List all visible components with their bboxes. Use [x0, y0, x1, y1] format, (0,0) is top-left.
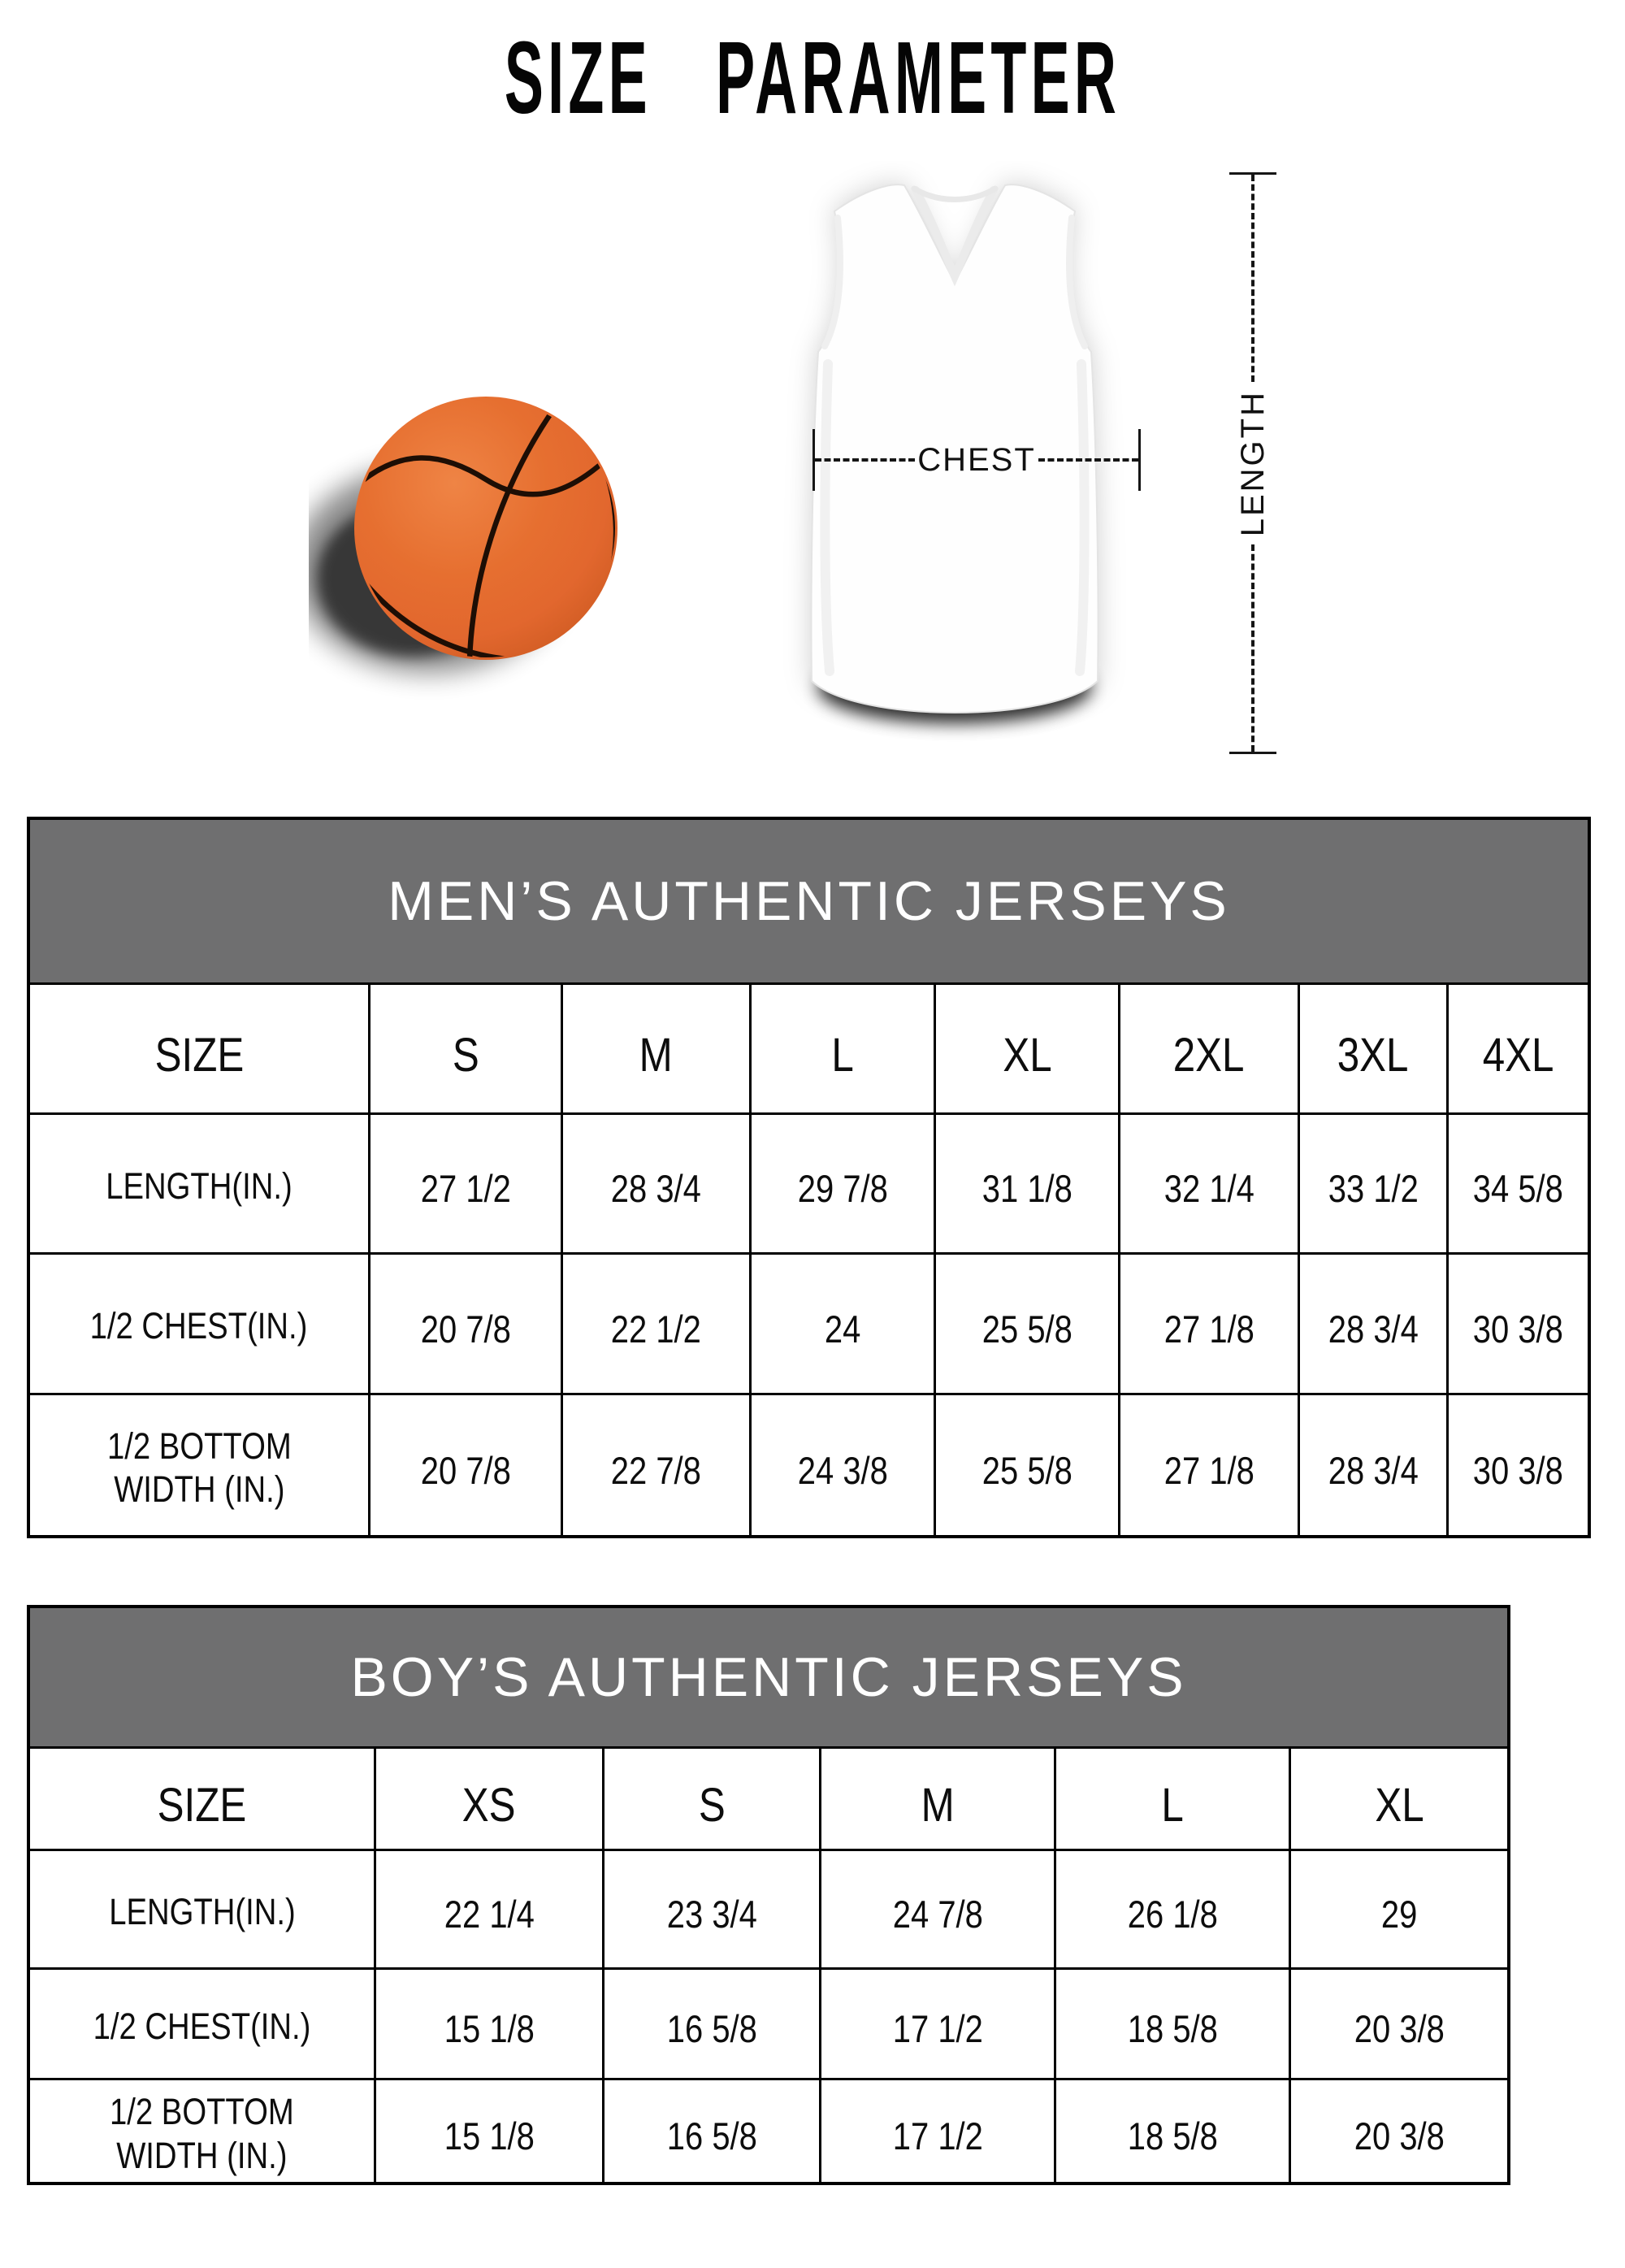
boys-table-title: BOY’S AUTHENTIC JERSEYS — [30, 1608, 1507, 1746]
page-title: SIZE PARAMETER — [504, 20, 1121, 136]
mens-row-label-bottom: 1/2 BOTTOM WIDTH (IN.) — [30, 1393, 368, 1535]
chest-label: CHEST — [917, 441, 1036, 478]
mens-size-table: MEN’S AUTHENTIC JERSEYS SIZE S M L XL 2X… — [27, 817, 1591, 1538]
mens-row-label-chest: 1/2 CHEST(IN.) — [30, 1252, 368, 1393]
boys-length-m: 24 7/8 — [819, 1849, 1054, 1967]
basketball-icon — [309, 397, 618, 673]
boys-length-s: 23 3/4 — [602, 1849, 819, 1967]
mens-col-header-3xl: 3XL — [1298, 982, 1446, 1112]
length-label: LENGTH — [1234, 389, 1271, 537]
boys-row-label-chest: 1/2 CHEST(IN.) — [30, 1967, 374, 2078]
boys-col-header-xs: XS — [374, 1746, 602, 1849]
mens-col-header-2xl: 2XL — [1118, 982, 1298, 1112]
mens-length-xl: 31 1/8 — [934, 1112, 1118, 1252]
mens-bottom-xl: 25 5/8 — [934, 1393, 1118, 1535]
length-dash-top — [1251, 175, 1254, 382]
chest-dash-left — [815, 458, 916, 462]
mens-length-3xl: 33 1/2 — [1298, 1112, 1446, 1252]
boys-table-grid: SIZE XS S M L XL LENGTH(IN.) 22 1/4 23 3… — [30, 1746, 1507, 2182]
mens-col-header-m: M — [561, 982, 749, 1112]
boys-size-table: BOY’S AUTHENTIC JERSEYS SIZE XS S M L XL… — [27, 1605, 1510, 2185]
boys-row-label-length: LENGTH(IN.) — [30, 1849, 374, 1967]
mens-length-m: 28 3/4 — [561, 1112, 749, 1252]
chest-dash-right — [1038, 458, 1139, 462]
mens-bottom-4xl: 30 3/8 — [1446, 1393, 1588, 1535]
mens-table-title: MEN’S AUTHENTIC JERSEYS — [30, 820, 1588, 982]
boys-chest-xl: 20 3/8 — [1289, 1967, 1507, 2078]
length-bottom-tick — [1229, 752, 1276, 754]
length-dash-bottom — [1251, 544, 1254, 752]
boys-bottom-xl: 20 3/8 — [1289, 2078, 1507, 2182]
boys-chest-l: 18 5/8 — [1054, 1967, 1289, 2078]
boys-chest-xs: 15 1/8 — [374, 1967, 602, 2078]
boys-size-header-cell: SIZE — [30, 1746, 374, 1849]
mens-bottom-l: 24 3/8 — [749, 1393, 934, 1535]
boys-col-header-s: S — [602, 1746, 819, 1849]
boys-bottom-s: 16 5/8 — [602, 2078, 819, 2182]
mens-chest-m: 22 1/2 — [561, 1252, 749, 1393]
boys-bottom-l: 18 5/8 — [1054, 2078, 1289, 2182]
boys-col-header-m: M — [819, 1746, 1054, 1849]
mens-col-header-xl: XL — [934, 982, 1118, 1112]
jersey-icon — [810, 184, 1099, 723]
mens-bottom-2xl: 27 1/8 — [1118, 1393, 1298, 1535]
boys-row-label-bottom: 1/2 BOTTOM WIDTH (IN.) — [30, 2078, 374, 2182]
boys-chest-s: 16 5/8 — [602, 1967, 819, 2078]
boys-chest-m: 17 1/2 — [819, 1967, 1054, 2078]
mens-col-header-s: S — [368, 982, 561, 1112]
boys-length-xl: 29 — [1289, 1849, 1507, 1967]
mens-length-l: 29 7/8 — [749, 1112, 934, 1252]
mens-length-s: 27 1/2 — [368, 1112, 561, 1252]
mens-chest-l: 24 — [749, 1252, 934, 1393]
mens-bottom-s: 20 7/8 — [368, 1393, 561, 1535]
boys-col-header-l: L — [1054, 1746, 1289, 1849]
length-dimension: LENGTH — [1227, 172, 1279, 754]
mens-chest-4xl: 30 3/8 — [1446, 1252, 1588, 1393]
boys-length-l: 26 1/8 — [1054, 1849, 1289, 1967]
boys-bottom-xs: 15 1/8 — [374, 2078, 602, 2182]
chest-right-tick — [1138, 429, 1142, 491]
mens-length-2xl: 32 1/4 — [1118, 1112, 1298, 1252]
mens-length-4xl: 34 5/8 — [1446, 1112, 1588, 1252]
boys-col-header-xl: XL — [1289, 1746, 1507, 1849]
chest-dimension: CHEST — [812, 428, 1142, 492]
mens-table-grid: SIZE S M L XL 2XL 3XL 4XL LENGTH(IN.) 27… — [30, 982, 1588, 1535]
boys-length-xs: 22 1/4 — [374, 1849, 602, 1967]
mens-row-label-length: LENGTH(IN.) — [30, 1112, 368, 1252]
mens-chest-s: 20 7/8 — [368, 1252, 561, 1393]
boys-bottom-m: 17 1/2 — [819, 2078, 1054, 2182]
mens-bottom-3xl: 28 3/4 — [1298, 1393, 1446, 1535]
mens-col-header-4xl: 4XL — [1446, 982, 1588, 1112]
mens-col-header-l: L — [749, 982, 934, 1112]
mens-chest-2xl: 27 1/8 — [1118, 1252, 1298, 1393]
length-top-tick — [1229, 172, 1276, 175]
mens-size-header-cell: SIZE — [30, 982, 368, 1112]
mens-bottom-m: 22 7/8 — [561, 1393, 749, 1535]
mens-chest-3xl: 28 3/4 — [1298, 1252, 1446, 1393]
mens-chest-xl: 25 5/8 — [934, 1252, 1118, 1393]
chest-left-tick — [812, 429, 815, 491]
